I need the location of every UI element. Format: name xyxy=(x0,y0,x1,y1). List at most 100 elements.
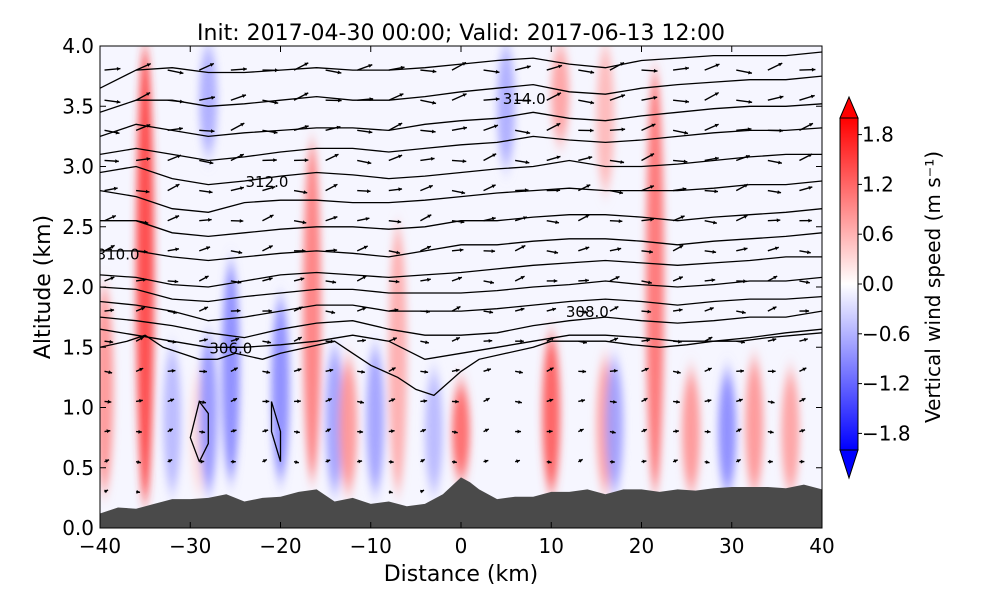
wind-vector-head xyxy=(800,459,805,464)
wind-vector-head xyxy=(680,215,685,220)
wind-vector-head xyxy=(494,124,498,129)
colorbar-tick-label: −0.6 xyxy=(862,322,911,346)
wind-vector-head xyxy=(274,100,279,105)
wind-vector xyxy=(104,308,115,313)
wind-vector-head xyxy=(210,129,215,133)
wind-vector xyxy=(578,398,586,403)
wind-vector xyxy=(294,249,306,253)
x-tick-label: 30 xyxy=(719,534,744,558)
wind-vector-head xyxy=(296,430,300,434)
wind-vector-head xyxy=(367,160,372,165)
wind-vector-head xyxy=(772,306,777,311)
wind-vector-head xyxy=(265,399,270,404)
colorbar-tick-label: 0.6 xyxy=(862,222,894,246)
contour-line xyxy=(100,256,822,288)
wind-vector xyxy=(578,340,587,345)
wind-vector xyxy=(420,157,435,162)
wind-vector xyxy=(167,69,184,75)
wind-vector xyxy=(167,428,174,433)
wind-vector xyxy=(514,244,526,252)
wind-vector xyxy=(167,154,182,162)
wind-vector-head xyxy=(337,70,342,75)
wind-vector xyxy=(230,67,247,72)
wind-vector xyxy=(388,154,403,162)
contour-line xyxy=(100,332,822,397)
wind-vector-head xyxy=(748,70,752,75)
wind-vectors xyxy=(104,61,816,494)
wind-vector-head xyxy=(211,95,215,100)
wind-vector xyxy=(262,277,273,282)
wind-vector xyxy=(704,91,720,101)
wind-vector-head xyxy=(705,460,710,464)
wind-vector-head xyxy=(585,214,590,219)
wind-vector xyxy=(515,159,530,165)
wind-vector xyxy=(483,368,492,373)
wind-vector xyxy=(609,337,619,342)
wind-column xyxy=(100,287,114,492)
wind-vector-head xyxy=(396,250,401,255)
wind-vector-head xyxy=(517,429,521,434)
wind-vector xyxy=(799,250,811,255)
wind-vector xyxy=(420,370,429,374)
wind-vector-head xyxy=(204,306,208,311)
wind-vector xyxy=(199,338,208,342)
wind-vector xyxy=(799,280,810,285)
wind-vector-head xyxy=(268,277,273,281)
wind-vector-head xyxy=(525,160,530,165)
wind-vector xyxy=(262,245,274,252)
wind-vector-head xyxy=(748,100,753,104)
wind-vector xyxy=(230,186,245,192)
wind-vector-head xyxy=(298,306,303,311)
wind-vector xyxy=(673,159,688,164)
wind-vector xyxy=(736,247,748,252)
wind-vector-head xyxy=(242,94,246,98)
wind-vector xyxy=(704,123,719,131)
wind-vector xyxy=(451,276,463,282)
wind-vector xyxy=(673,339,682,344)
wind-column xyxy=(424,371,443,492)
wind-vector xyxy=(136,249,148,254)
wind-vector-head xyxy=(361,370,365,374)
wind-vector xyxy=(325,98,342,103)
wind-vector xyxy=(199,400,207,404)
wind-vector xyxy=(514,275,525,282)
wind-vector xyxy=(704,460,710,464)
wind-vector xyxy=(420,129,436,134)
wind-vector-head xyxy=(615,276,620,280)
wind-vector-head xyxy=(431,129,436,134)
colorbar-tick-label: 1.2 xyxy=(862,172,894,196)
wind-vector-head xyxy=(488,339,493,343)
wind-vector-head xyxy=(111,215,116,219)
wind-vector-head xyxy=(582,369,587,374)
wind-vector-head xyxy=(421,429,426,433)
wind-vector xyxy=(578,428,584,433)
wind-vector-head xyxy=(267,340,271,344)
wind-vector-head xyxy=(807,250,811,255)
wind-vector-head xyxy=(297,368,302,372)
wind-vector xyxy=(483,280,495,285)
wind-vector xyxy=(451,368,460,373)
wind-vector-head xyxy=(453,460,457,464)
wind-vector xyxy=(262,214,274,222)
wind-column xyxy=(339,359,358,492)
wind-vector xyxy=(262,458,268,463)
wind-vector-head xyxy=(650,185,654,189)
wind-vector xyxy=(135,367,144,372)
wind-vector xyxy=(420,184,434,192)
contour-line xyxy=(100,310,822,339)
wind-vector xyxy=(736,99,753,104)
y-tick-label: 2.0 xyxy=(62,275,94,299)
wind-vector xyxy=(230,429,237,433)
wind-vector-head xyxy=(653,68,658,73)
wind-vector-head xyxy=(801,429,805,433)
wind-vector xyxy=(577,214,590,222)
wind-vector xyxy=(799,94,815,101)
wind-vector xyxy=(420,309,431,314)
wind-vector xyxy=(357,97,374,102)
wind-vector-head xyxy=(239,219,244,223)
wind-vector xyxy=(262,309,273,313)
wind-vector-head xyxy=(547,460,552,464)
wind-vector-head xyxy=(137,460,141,464)
wind-vector-head xyxy=(619,190,623,195)
wind-vector-head xyxy=(174,279,179,284)
